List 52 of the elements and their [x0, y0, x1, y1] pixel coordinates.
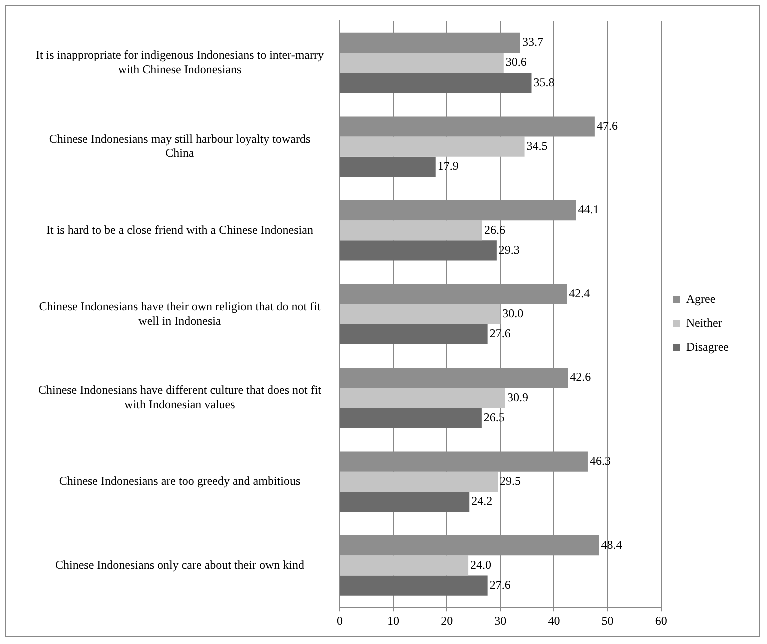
bar	[340, 492, 470, 512]
bar	[340, 53, 504, 74]
bar	[340, 472, 498, 492]
bar	[340, 136, 525, 157]
legend-label: Disagree	[686, 340, 730, 354]
y-tick-label: It is inappropriate for indigenous Indonesians to inter-marry with Chinese Indonesians	[36, 48, 324, 76]
data-label: 30.0	[502, 306, 524, 321]
x-tick-label: 20	[441, 614, 454, 628]
data-label: 48.4	[601, 538, 622, 552]
y-tick-label: It is hard to be a close friend with a Chinese Indonesian	[46, 222, 314, 237]
legend-label: Neither	[686, 316, 722, 330]
bar	[340, 220, 482, 241]
data-label: 26.5	[484, 410, 505, 424]
x-tick-label: 50	[602, 614, 614, 628]
bar	[340, 240, 497, 261]
data-label: 44.1	[578, 202, 600, 217]
y-tick-label: Chinese Indonesians have their own religion that do not fit well in Indonesia	[39, 299, 322, 328]
y-tick-label: Chinese Indonesians are too greedy and ambitious	[59, 474, 301, 488]
data-label: 30.6	[506, 55, 527, 70]
y-tick-label: Chinese Indonesians only care about their own kind	[56, 558, 304, 572]
data-label: 27.6	[490, 578, 511, 592]
data-label: 27.6	[490, 326, 511, 341]
data-label: 30.9	[508, 390, 528, 404]
x-tick-label: 60	[655, 614, 668, 628]
x-tick-label: 40	[548, 614, 560, 628]
bar	[340, 73, 532, 94]
data-label: 24.2	[472, 494, 493, 508]
data-label: 26.6	[484, 222, 506, 237]
bar	[340, 556, 469, 576]
data-label: 35.8	[534, 75, 555, 90]
x-tick-label: 30	[494, 614, 507, 628]
data-label: 17.9	[438, 159, 459, 174]
data-label: 29.5	[500, 474, 521, 488]
data-label: 24.0	[470, 558, 492, 572]
data-label: 42.4	[569, 286, 590, 300]
data-label: 33.7	[522, 35, 544, 50]
data-label: 34.5	[526, 139, 548, 154]
y-tick-label: Chinese Indonesians have different culture that does not fit with Indonesian values	[38, 383, 322, 412]
legend-label: Agree	[686, 292, 716, 306]
bar	[340, 156, 436, 178]
data-label: 42.6	[570, 370, 592, 384]
y-tick-label: Chinese Indonesians may still harbour loyalty towards China	[49, 132, 311, 160]
bar	[340, 408, 482, 428]
bar	[340, 304, 501, 324]
data-label: 47.6	[596, 118, 618, 133]
x-tick-label: 10	[388, 614, 400, 628]
data-label: 29.3	[498, 242, 520, 257]
x-tick-label: 0	[337, 614, 343, 628]
bar	[340, 576, 488, 596]
bar	[340, 324, 488, 345]
data-label: 46.3	[590, 454, 611, 468]
bar	[340, 388, 506, 408]
